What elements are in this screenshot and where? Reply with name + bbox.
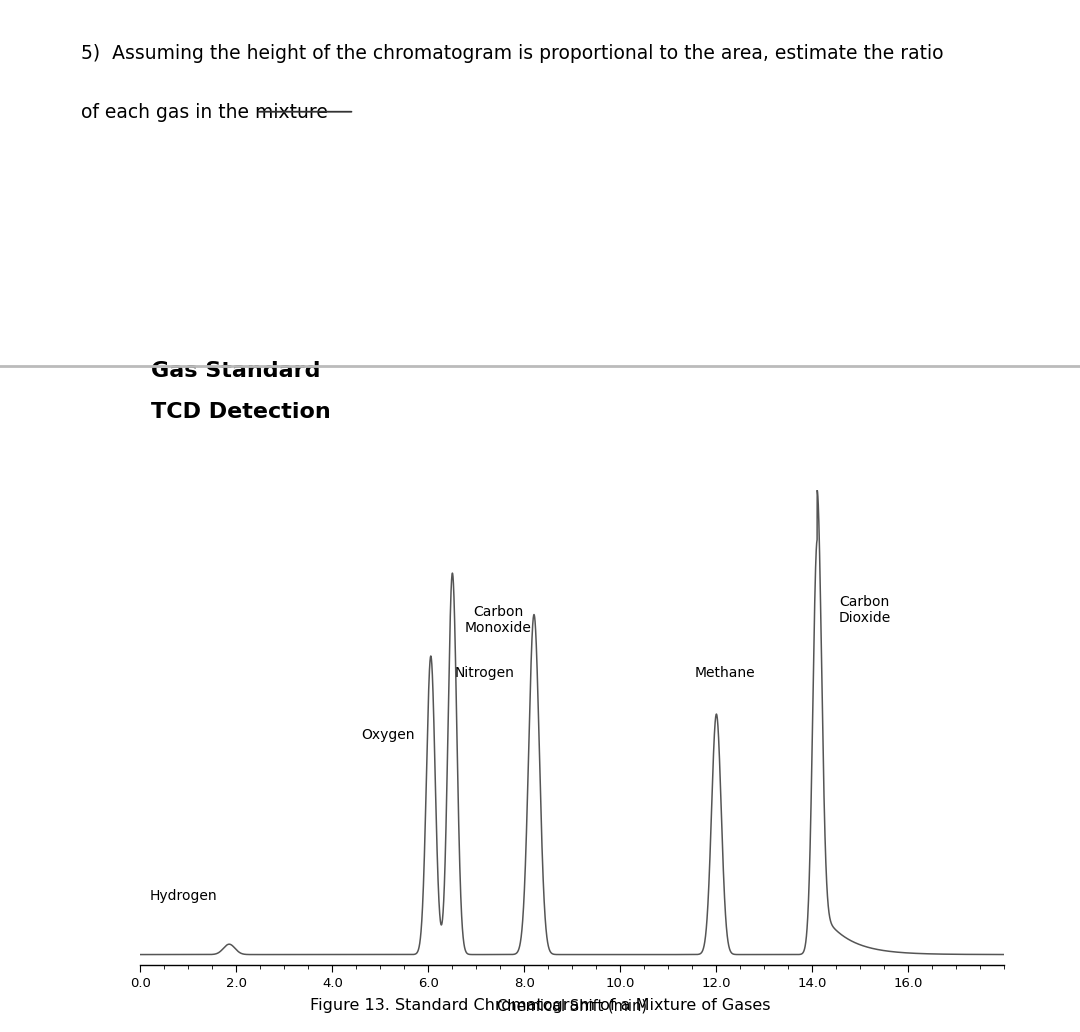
Text: Carbon
Monoxide: Carbon Monoxide bbox=[464, 605, 531, 635]
Text: 5)  Assuming the height of the chromatogram is proportional to the area, estimat: 5) Assuming the height of the chromatogr… bbox=[81, 44, 944, 63]
Text: Figure 13. Standard Chromatogram of a Mixture of Gases: Figure 13. Standard Chromatogram of a Mi… bbox=[310, 998, 770, 1013]
Text: Methane: Methane bbox=[694, 666, 755, 680]
X-axis label: Chemical Shift (min): Chemical Shift (min) bbox=[498, 998, 647, 1013]
Text: TCD Detection: TCD Detection bbox=[151, 402, 330, 422]
Text: Carbon
Dioxide: Carbon Dioxide bbox=[839, 594, 891, 624]
Text: Nitrogen: Nitrogen bbox=[455, 666, 515, 680]
Text: Gas Standard: Gas Standard bbox=[151, 361, 321, 381]
Text: Hydrogen: Hydrogen bbox=[150, 890, 218, 903]
Text: of each gas in the mixture: of each gas in the mixture bbox=[81, 102, 328, 122]
Text: Oxygen: Oxygen bbox=[361, 728, 415, 742]
